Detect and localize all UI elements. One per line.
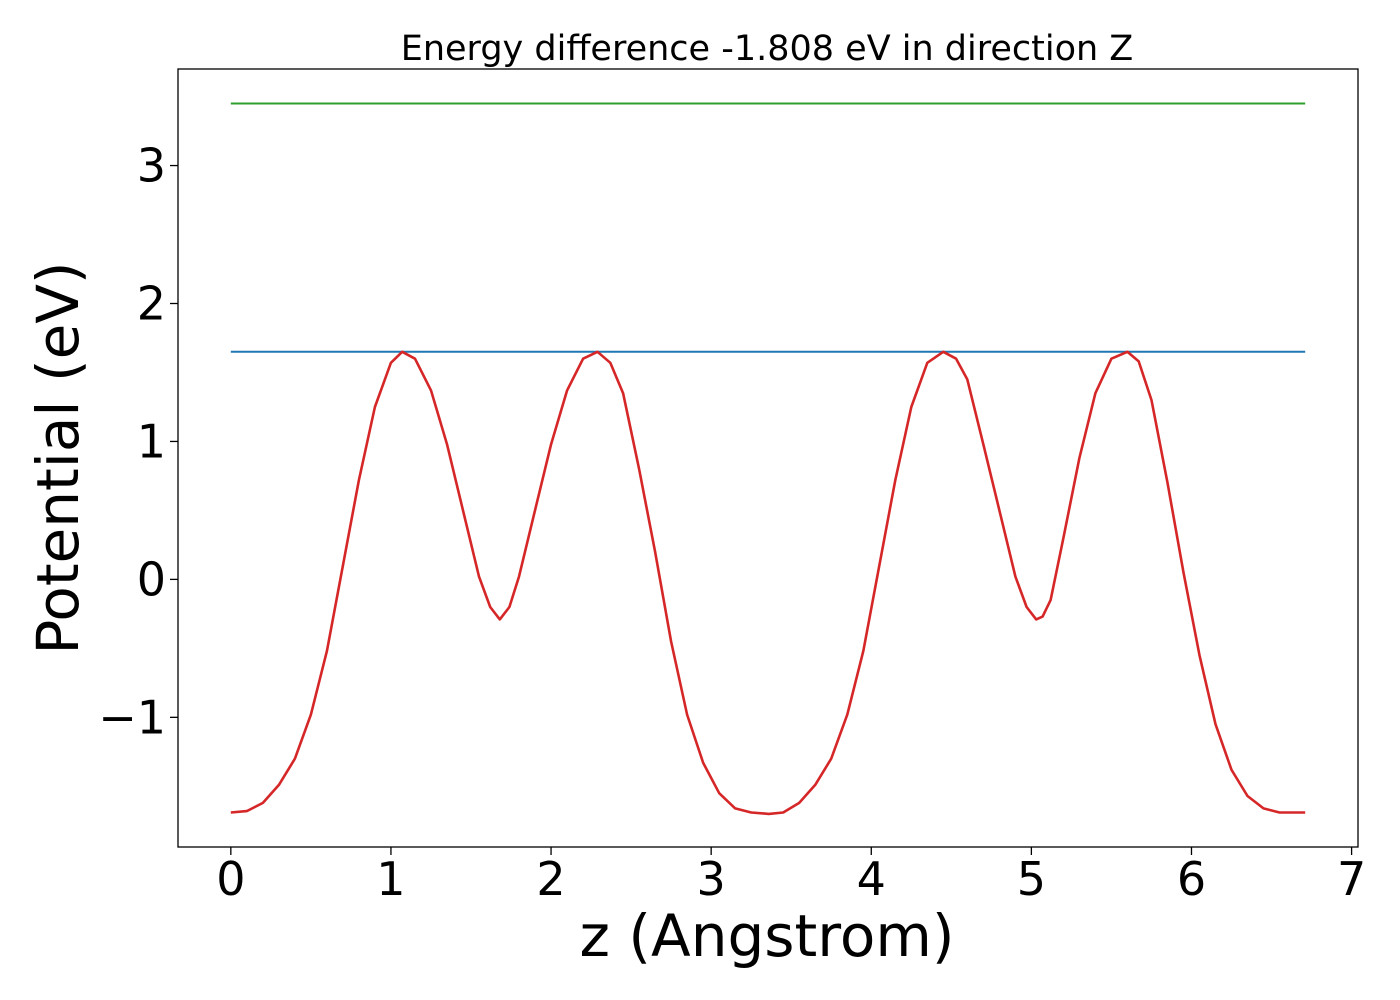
plot-area-frame [177, 68, 1359, 848]
x-tick-label: 1 [376, 852, 405, 906]
x-axis-ticks: 0 1 2 3 4 5 6 7 [216, 847, 1366, 906]
x-tick-label: 3 [697, 852, 726, 906]
x-tick-label: 4 [857, 852, 886, 906]
series-layer [230, 102, 1306, 816]
chart-title: Energy difference -1.808 eV in direction… [401, 29, 1134, 69]
x-tick-label: 5 [1017, 852, 1046, 906]
y-axis-label: Potential (eV) [24, 261, 92, 654]
x-tick-label: 6 [1177, 852, 1206, 906]
y-tick-label: 3 [137, 139, 166, 193]
y-tick-label: −1 [98, 690, 166, 744]
x-axis-label: z (Angstrom) [580, 902, 955, 970]
x-tick-label: 0 [216, 852, 245, 906]
y-tick-label: 0 [137, 552, 166, 606]
y-axis-ticks: −1 0 1 2 3 [98, 139, 178, 744]
y-tick-label: 2 [137, 277, 166, 331]
y-tick-label: 1 [137, 414, 166, 468]
x-tick-label: 2 [536, 852, 565, 906]
x-tick-label: 7 [1337, 852, 1366, 906]
series-line-3 [230, 350, 1306, 816]
